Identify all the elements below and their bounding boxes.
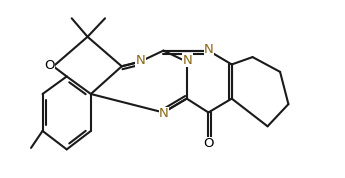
Text: O: O [204, 137, 214, 150]
Text: N: N [204, 43, 214, 56]
Text: N: N [183, 54, 192, 67]
Text: N: N [136, 54, 146, 67]
Text: N: N [159, 107, 169, 120]
Text: O: O [44, 59, 55, 72]
